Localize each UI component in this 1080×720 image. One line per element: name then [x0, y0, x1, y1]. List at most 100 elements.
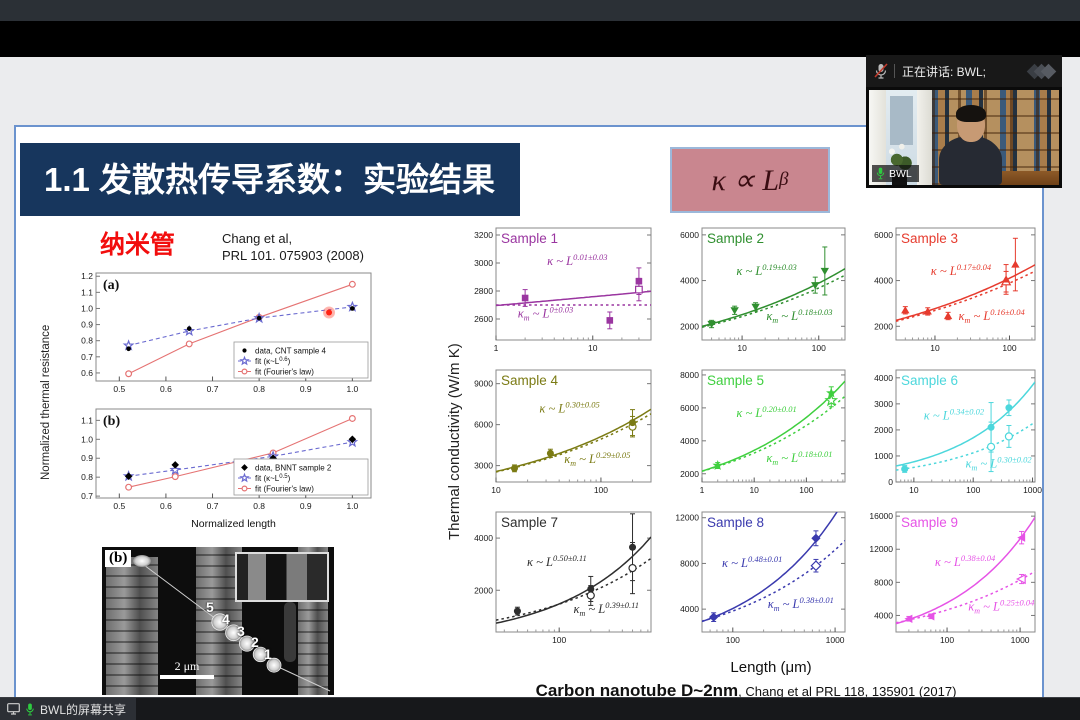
svg-text:κm ~ L0.18±0.01: κm ~ L0.18±0.01 — [766, 449, 832, 467]
slide-caption: Carbon nanotube D~2nm, Chang et al PRL 1… — [535, 681, 957, 700]
svg-text:Sample 2: Sample 2 — [707, 231, 764, 246]
svg-text:Sample 5: Sample 5 — [707, 373, 764, 388]
svg-text:fit (κ~L0.5): fit (κ~L0.5) — [255, 474, 291, 483]
svg-text:0.6: 0.6 — [160, 384, 172, 394]
svg-text:100: 100 — [799, 485, 813, 495]
mic-muted-icon — [874, 63, 888, 79]
svg-text:κ ~ L0.20±0.01: κ ~ L0.20±0.01 — [736, 404, 796, 420]
svg-text:0.7: 0.7 — [81, 491, 93, 501]
svg-text:1000: 1000 — [1011, 635, 1030, 645]
mic-active-icon — [876, 167, 885, 180]
meeting-logo-icon — [1026, 63, 1057, 79]
svg-text:κ ~ L0.48±0.01: κ ~ L0.48±0.01 — [722, 554, 782, 570]
svg-text:1: 1 — [494, 343, 499, 353]
svg-text:0.7: 0.7 — [81, 352, 93, 362]
svg-text:Sample 6: Sample 6 — [901, 373, 958, 388]
svg-text:12000: 12000 — [869, 544, 893, 554]
webcam-video[interactable]: BWL — [866, 87, 1062, 188]
sample-2-chart: 2000 4000 6000 10 100 Sample 2 κ ~ L0.19±0.03 κ… — [658, 221, 852, 363]
svg-text:0.9: 0.9 — [300, 501, 312, 511]
sample-7-chart: 2000 4000 100 Sample 7 κ ~ L0.50±0.11 κm ~ L0… — [452, 505, 658, 655]
screen-share-label: BWL的屏幕共享 — [40, 702, 127, 717]
svg-text:100: 100 — [940, 635, 954, 645]
svg-text:2000: 2000 — [680, 321, 699, 331]
sample-3-chart: 2000 4000 6000 10 100 Sample 3 κ ~ L0.17±0.04 κ… — [852, 221, 1042, 363]
svg-text:3200: 3200 — [474, 230, 493, 240]
svg-text:κ ~ L0.30±0.05: κ ~ L0.30±0.05 — [539, 400, 599, 416]
sample-5-chart: 2000 4000 6000 8000 1 10 100 Sample 5 κ ~ L0.20±… — [658, 363, 852, 505]
svg-text:8000: 8000 — [680, 370, 699, 380]
svg-text:100: 100 — [966, 485, 980, 495]
svg-text:Sample 4: Sample 4 — [501, 373, 559, 388]
reference-citation: Chang et al, PRL 101. 075903 (2008) — [222, 231, 364, 263]
svg-text:100: 100 — [552, 635, 566, 645]
mic-active-icon — [26, 702, 34, 715]
svg-text:4000: 4000 — [680, 604, 699, 614]
svg-text:Normalized length: Normalized length — [191, 518, 276, 530]
svg-text:0.8: 0.8 — [253, 384, 265, 394]
svg-text:Sample 9: Sample 9 — [901, 515, 958, 530]
nanotube-label: 纳米管 — [100, 231, 176, 259]
resistance-axis-label: Normalized thermal resistance — [40, 324, 52, 480]
sample-4-chart: 3000 6000 9000 10 100 Sample 4 κ ~ L0.30±0.05 κ… — [452, 363, 658, 505]
svg-text:4000: 4000 — [680, 436, 699, 446]
svg-text:fit (κ~L0.6): fit (κ~L0.6) — [255, 357, 291, 366]
svg-text:0.7: 0.7 — [207, 384, 219, 394]
svg-text:0.6: 0.6 — [81, 368, 93, 378]
svg-text:1.1: 1.1 — [81, 287, 93, 297]
svg-text:2000: 2000 — [874, 321, 893, 331]
svg-text:κm ~ L0.25±0.04: κm ~ L0.25±0.04 — [968, 597, 1035, 615]
svg-text:12000: 12000 — [675, 513, 699, 523]
participant-name-badge: BWL — [872, 165, 919, 182]
svg-text:0.6: 0.6 — [160, 501, 172, 511]
svg-text:0.5: 0.5 — [113, 384, 125, 394]
svg-text:κm ~ L0.30±0.02: κm ~ L0.30±0.02 — [966, 454, 1033, 472]
svg-text:data, BNNT sample 2: data, BNNT sample 2 — [255, 463, 332, 472]
speaker-hair — [956, 105, 987, 123]
svg-text:κ ~ L0.17±0.04: κ ~ L0.17±0.04 — [931, 262, 992, 278]
svg-text:κm ~ L0.29±0.05: κm ~ L0.29±0.05 — [564, 450, 630, 468]
svg-text:4000: 4000 — [874, 610, 893, 620]
svg-text:0.5: 0.5 — [113, 501, 125, 511]
svg-text:3000: 3000 — [474, 461, 493, 471]
svg-text:1000: 1000 — [1023, 485, 1042, 495]
svg-text:100: 100 — [812, 343, 826, 353]
svg-text:4000: 4000 — [680, 276, 699, 286]
header-divider — [894, 64, 895, 78]
svg-text:6000: 6000 — [680, 230, 699, 240]
svg-text:0.8: 0.8 — [81, 472, 93, 482]
svg-text:0.7: 0.7 — [207, 501, 219, 511]
length-axis-label: Length (μm) — [730, 659, 812, 676]
svg-text:10: 10 — [588, 343, 598, 353]
screen-share-icon — [7, 703, 20, 715]
svg-text:κ ~ L0.01±0.03: κ ~ L0.01±0.03 — [547, 252, 607, 268]
svg-text:1000: 1000 — [826, 635, 845, 645]
svg-text:8000: 8000 — [680, 558, 699, 568]
sample-9-chart: 4000 8000 12000 16000 100 1000 Sample 9 κ ~ L0.… — [852, 505, 1042, 655]
svg-text:9000: 9000 — [474, 379, 493, 389]
sample-8-chart: 4000 8000 12000 100 1000 Sample 8 κ ~ L0.48±0.… — [658, 505, 852, 655]
share-status-bar: BWL的屏幕共享 — [0, 697, 1080, 720]
svg-text:1.0: 1.0 — [81, 303, 93, 313]
svg-text:1.0: 1.0 — [81, 434, 93, 444]
svg-text:(a): (a) — [103, 278, 120, 293]
svg-text:1.0: 1.0 — [346, 501, 358, 511]
svg-text:Sample 3: Sample 3 — [901, 231, 958, 246]
svg-text:κm ~ L0.16±0.04: κm ~ L0.16±0.04 — [959, 307, 1026, 325]
svg-text:data, CNT sample 4: data, CNT sample 4 — [255, 346, 327, 355]
participant-video-tile[interactable]: 正在讲话: BWL; BWL — [866, 55, 1062, 188]
svg-text:8000: 8000 — [874, 577, 893, 587]
svg-text:10: 10 — [909, 485, 919, 495]
svg-text:κ ~ L0.34±0.02: κ ~ L0.34±0.02 — [924, 406, 985, 422]
formula-base: κ ∝ L — [711, 163, 780, 197]
video-tile-header: 正在讲话: BWL; — [866, 55, 1062, 87]
app-title-bar — [0, 0, 1080, 21]
curtain-left — [869, 90, 887, 185]
speaking-indicator-text: 正在讲话: BWL; — [902, 64, 987, 79]
svg-text:2600: 2600 — [474, 314, 493, 324]
svg-text:κm ~ L0.38±0.01: κm ~ L0.38±0.01 — [768, 595, 834, 613]
svg-text:fit (Fourier's law): fit (Fourier's law) — [255, 484, 314, 493]
svg-text:10: 10 — [930, 343, 940, 353]
svg-text:4000: 4000 — [474, 533, 493, 543]
